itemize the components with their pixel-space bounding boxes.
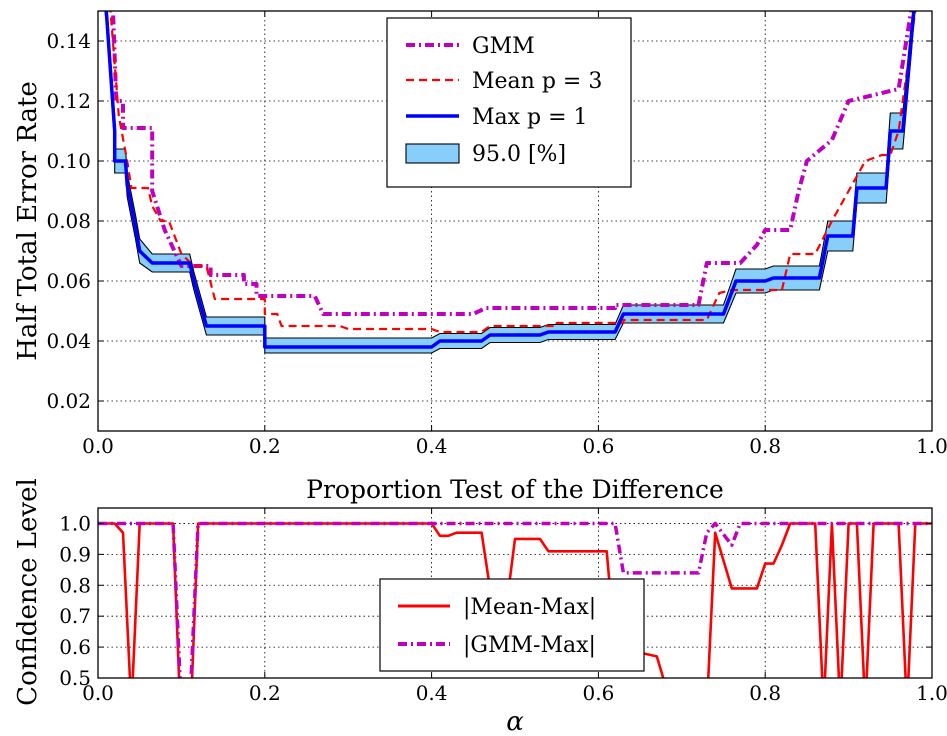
y-tick-label: 0.8	[59, 573, 91, 597]
y-tick-label: 0.10	[46, 149, 91, 173]
top-y-tick-labels: 0.02 0.04 0.06 0.08 0.10 0.12 0.14	[46, 29, 91, 413]
bottom-x-axis-label: α	[506, 707, 524, 736]
legend-swatch-band	[406, 144, 459, 163]
x-tick-label: 0.8	[749, 681, 781, 705]
legend-label-gmm-max: |GMM-Max|	[463, 633, 596, 658]
x-tick-label: 0.4	[416, 681, 448, 705]
top-y-axis-label: Half Total Error Rate	[13, 81, 43, 361]
y-tick-label: 0.9	[59, 542, 91, 566]
y-tick-label: 0.06	[46, 269, 91, 293]
y-tick-label: 1.0	[59, 511, 91, 535]
bottom-y-axis-label: Confidence Level	[13, 478, 43, 706]
x-tick-label: 0.6	[582, 681, 614, 705]
y-tick-label: 0.5	[59, 666, 91, 690]
top-panel: 0.0 0.2 0.4 0.6 0.8 1.0 0.020.040.060.080.100…	[13, 0, 947, 458]
x-tick-label: 0.2	[249, 434, 281, 458]
bottom-x-tick-labels: 0.0 0.2 0.4 0.6 0.8 1.0	[82, 681, 947, 705]
legend-label-mean-max: |Mean-Max|	[463, 595, 596, 620]
top-x-tick-labels: 0.0 0.2 0.4 0.6 0.8 1.0	[82, 434, 947, 458]
x-tick-label: 0.4	[416, 434, 448, 458]
bottom-chart-title: Proportion Test of the Difference	[306, 475, 724, 504]
y-tick-label: 0.08	[46, 209, 91, 233]
legend-label-mean-p3: Mean p = 3	[472, 69, 602, 94]
y-tick-label: 0.04	[46, 329, 91, 353]
x-tick-label: 0.2	[249, 681, 281, 705]
x-tick-label: 0.6	[582, 434, 614, 458]
y-tick-label: 0.02	[46, 389, 91, 413]
legend-label-band: 95.0 [%]	[472, 142, 566, 167]
x-tick-label: 1.0	[916, 681, 947, 705]
top-legend: GMM Mean p = 3 Max p = 1 95.0 [%]	[387, 18, 631, 187]
y-tick-label: 0.7	[59, 604, 91, 628]
y-tick-label: 0.14	[46, 29, 91, 53]
x-tick-label: 0.0	[82, 434, 114, 458]
legend-label-max-p1: Max p = 1	[472, 105, 588, 130]
y-tick-label: 0.6	[59, 635, 91, 659]
bottom-panel: Proportion Test of the Difference 0.0 0.2…	[13, 475, 947, 736]
bottom-legend: |Mean-Max| |GMM-Max|	[380, 579, 644, 671]
x-tick-label: 0.8	[749, 434, 781, 458]
x-tick-label: 1.0	[916, 434, 947, 458]
legend-label-gmm: GMM	[472, 34, 535, 59]
y-tick-label: 0.12	[46, 89, 91, 113]
bottom-y-tick-labels: 0.5 0.6 0.7 0.8 0.9 1.0	[59, 511, 91, 690]
